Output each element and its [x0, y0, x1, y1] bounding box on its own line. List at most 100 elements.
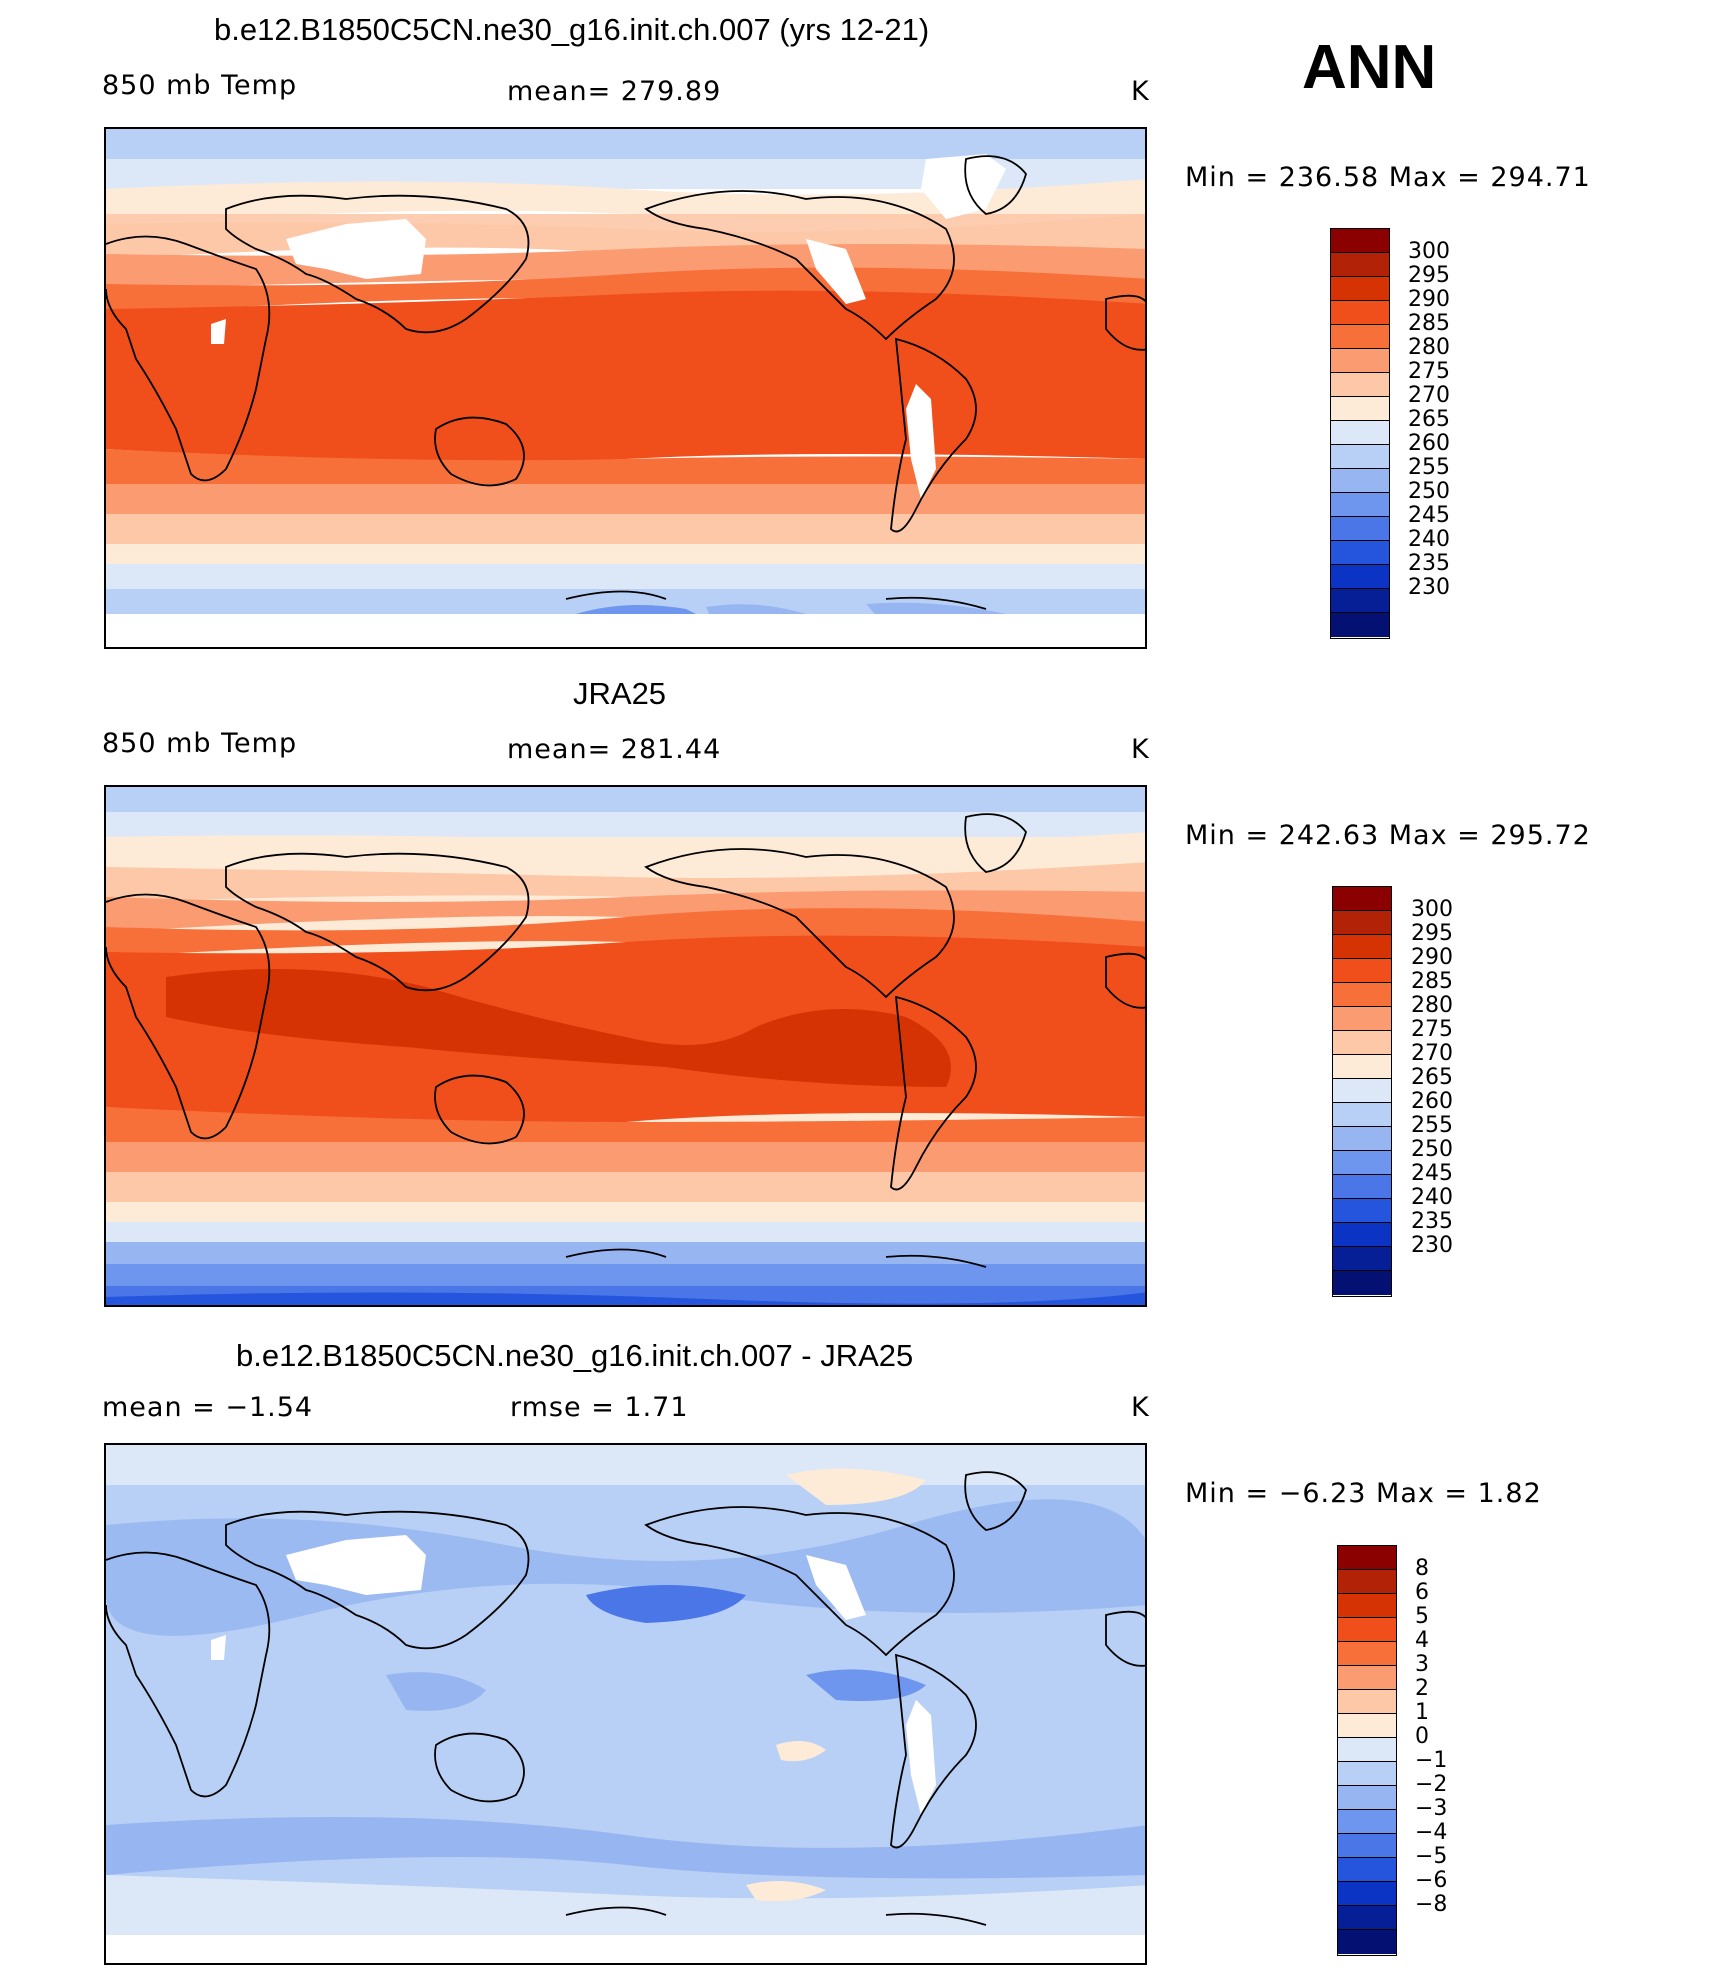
colorbar-tick-label: −6: [1415, 1868, 1448, 1893]
colorbar-tick-label: −2: [1415, 1772, 1448, 1797]
colorbar-box: [1331, 349, 1389, 373]
colorbar-box: [1333, 1103, 1391, 1127]
colorbar-tick-label: 240: [1411, 1185, 1453, 1210]
colorbar-tick-label: 270: [1408, 383, 1450, 408]
colorbar-tick-label: 250: [1411, 1137, 1453, 1162]
panel-3-rmse-label: rmse = 1.71: [510, 1392, 689, 1423]
colorbar-box: [1331, 613, 1389, 637]
colorbar-tick-label: 5: [1415, 1604, 1429, 1629]
colorbar-tick-label: 280: [1411, 993, 1453, 1018]
colorbar-box: [1333, 1151, 1391, 1175]
colorbar-box: [1333, 1079, 1391, 1103]
colorbar-tick-label: −8: [1415, 1892, 1448, 1917]
panel-2-variable-label: 850 mb Temp: [102, 728, 298, 759]
colorbar-box: [1331, 445, 1389, 469]
colorbar-box: [1338, 1858, 1396, 1882]
colorbar-box: [1331, 589, 1389, 613]
colorbar-box: [1333, 959, 1391, 983]
colorbar-box: [1338, 1882, 1396, 1906]
colorbar-box: [1333, 983, 1391, 1007]
colorbar-tick-label: 230: [1408, 575, 1450, 600]
colorbar-tick-label: 265: [1411, 1065, 1453, 1090]
colorbar-tick-label: 1: [1415, 1700, 1429, 1725]
colorbar-box: [1333, 1223, 1391, 1247]
colorbar-tick-label: 235: [1408, 551, 1450, 576]
colorbar-box: [1338, 1690, 1396, 1714]
panel-2-units-label: K: [1131, 734, 1150, 765]
colorbar-tick-label: 290: [1408, 287, 1450, 312]
colorbar-box: [1333, 1007, 1391, 1031]
colorbar-box: [1331, 421, 1389, 445]
panel-1-variable-label: 850 mb Temp: [102, 70, 298, 101]
panel-1-minmax-label: Min = 236.58 Max = 294.71: [1185, 162, 1591, 193]
colorbar-box: [1331, 565, 1389, 589]
panel-3-units-label: K: [1131, 1392, 1150, 1423]
colorbar-box: [1338, 1810, 1396, 1834]
colorbar-box: [1333, 935, 1391, 959]
colorbar-tick-label: −3: [1415, 1796, 1448, 1821]
colorbar-tick-label: 230: [1411, 1233, 1453, 1258]
panel-3-mean-label: mean = −1.54: [102, 1392, 314, 1423]
colorbar-box: [1338, 1570, 1396, 1594]
colorbar-tick-label: −1: [1415, 1748, 1448, 1773]
colorbar-box: [1331, 397, 1389, 421]
colorbar-tick-label: 300: [1408, 239, 1450, 264]
panel-1-map: [104, 127, 1147, 649]
colorbar-tick-label: 290: [1411, 945, 1453, 970]
season-label: ANN: [1302, 33, 1437, 102]
colorbar-tick-label: 275: [1411, 1017, 1453, 1042]
colorbar-tick-label: 6: [1415, 1580, 1429, 1605]
colorbar-box: [1338, 1906, 1396, 1930]
colorbar-tick-label: 260: [1408, 431, 1450, 456]
colorbar-tick-label: −4: [1415, 1820, 1448, 1845]
colorbar-box: [1333, 887, 1391, 911]
colorbar-tick-label: −5: [1415, 1844, 1448, 1869]
colorbar-box: [1331, 301, 1389, 325]
colorbar-tick-label: 250: [1408, 479, 1450, 504]
colorbar-tick-label: 8: [1415, 1556, 1429, 1581]
colorbar-tick-label: 280: [1408, 335, 1450, 360]
colorbar-box: [1333, 1175, 1391, 1199]
panel-1-title: b.e12.B1850C5CN.ne30_g16.init.ch.007 (yr…: [214, 12, 930, 47]
panel-3-title: b.e12.B1850C5CN.ne30_g16.init.ch.007 - J…: [236, 1338, 914, 1373]
colorbar-tick-label: 285: [1411, 969, 1453, 994]
colorbar-tick-label: 285: [1408, 311, 1450, 336]
colorbar-box: [1331, 373, 1389, 397]
colorbar-tick-label: 295: [1408, 263, 1450, 288]
colorbar-box: [1331, 469, 1389, 493]
colorbar-tick-label: 255: [1408, 455, 1450, 480]
colorbar-tick-label: 2: [1415, 1676, 1429, 1701]
colorbar-box: [1338, 1666, 1396, 1690]
colorbar-box: [1331, 277, 1389, 301]
panel-3-colorbar: [1337, 1545, 1397, 1956]
colorbar-box: [1333, 1199, 1391, 1223]
colorbar-box: [1333, 1271, 1391, 1295]
colorbar-tick-label: 260: [1411, 1089, 1453, 1114]
colorbar-box: [1338, 1594, 1396, 1618]
panel-3-minmax-label: Min = −6.23 Max = 1.82: [1185, 1478, 1542, 1509]
colorbar-box: [1333, 1127, 1391, 1151]
colorbar-box: [1331, 229, 1389, 253]
colorbar-box: [1338, 1738, 1396, 1762]
colorbar-box: [1338, 1762, 1396, 1786]
colorbar-box: [1333, 1247, 1391, 1271]
colorbar-box: [1338, 1786, 1396, 1810]
colorbar-box: [1338, 1834, 1396, 1858]
colorbar-tick-label: 255: [1411, 1113, 1453, 1138]
colorbar-tick-label: 270: [1411, 1041, 1453, 1066]
panel-2-minmax-label: Min = 242.63 Max = 295.72: [1185, 820, 1591, 851]
colorbar-box: [1338, 1618, 1396, 1642]
colorbar-box: [1333, 1031, 1391, 1055]
colorbar-box: [1331, 325, 1389, 349]
colorbar-tick-label: 0: [1415, 1724, 1429, 1749]
colorbar-tick-label: 245: [1408, 503, 1450, 528]
colorbar-tick-label: 265: [1408, 407, 1450, 432]
panel-1-mean-label: mean= 279.89: [507, 76, 722, 107]
panel-1-units-label: K: [1131, 76, 1150, 107]
colorbar-box: [1338, 1546, 1396, 1570]
colorbar-tick-label: 295: [1411, 921, 1453, 946]
colorbar-box: [1331, 541, 1389, 565]
colorbar-box: [1331, 253, 1389, 277]
colorbar-box: [1331, 517, 1389, 541]
colorbar-tick-label: 275: [1408, 359, 1450, 384]
